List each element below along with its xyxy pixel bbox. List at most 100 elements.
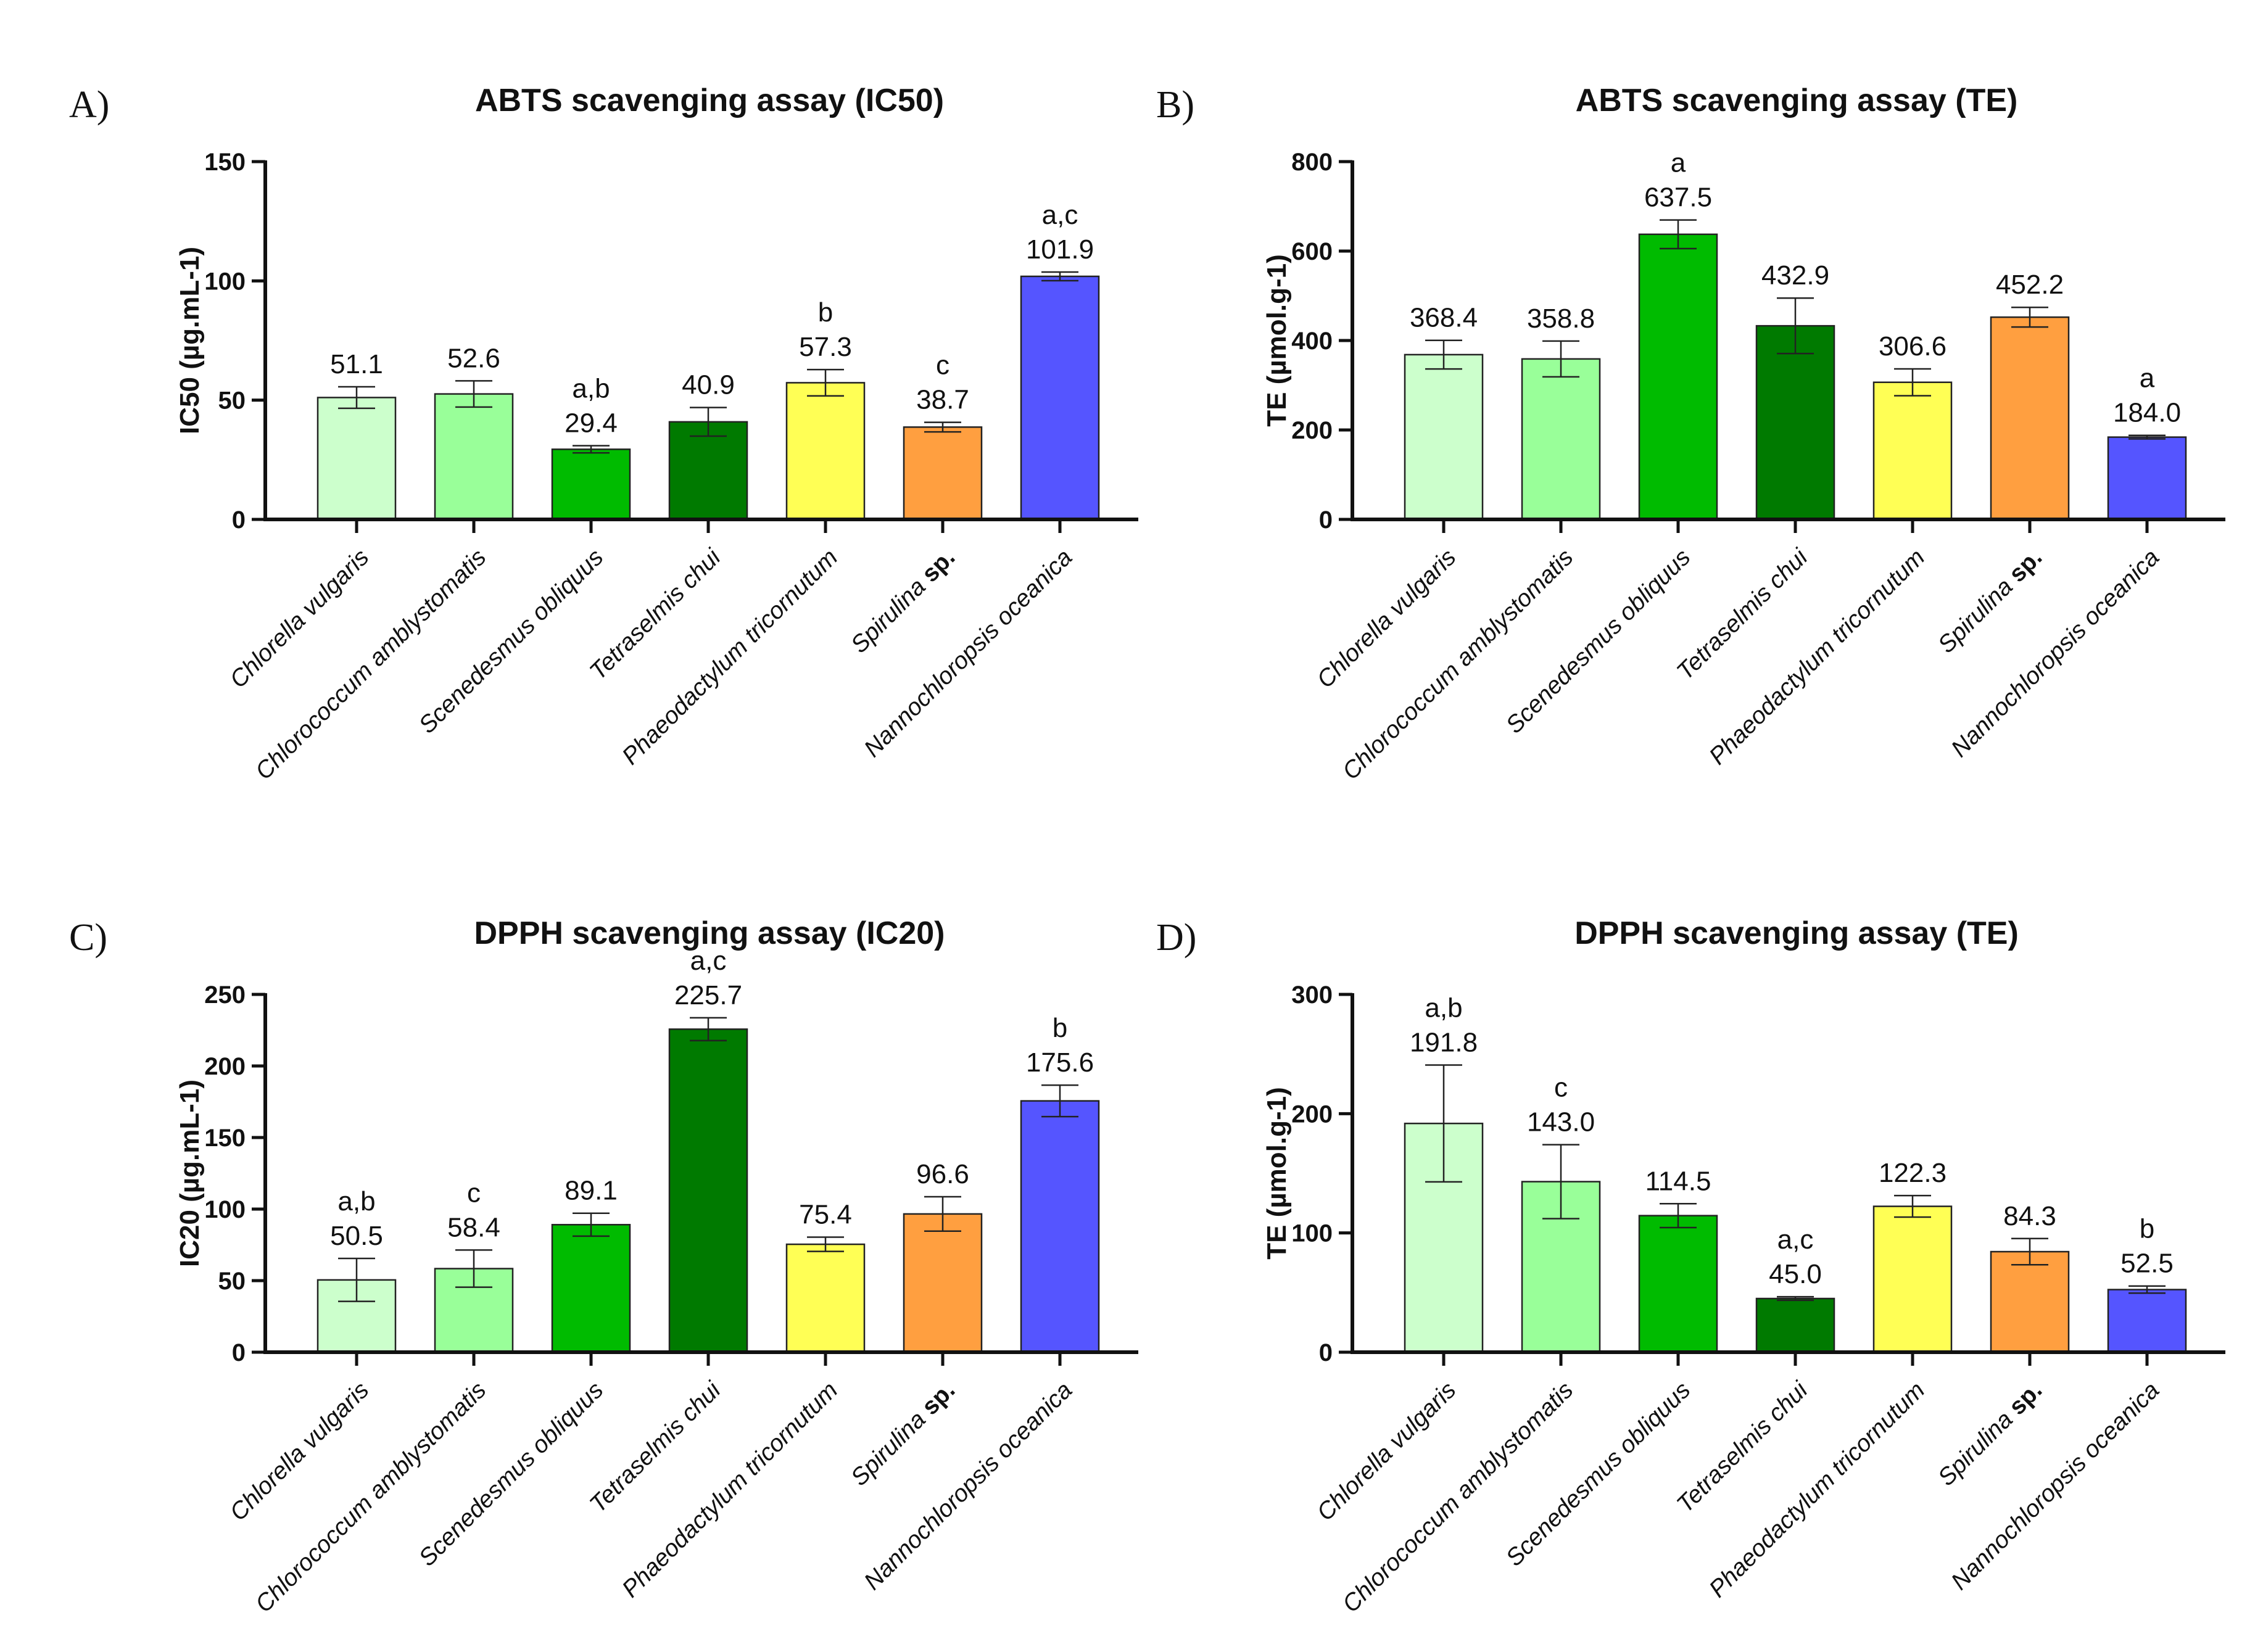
data-label: 96.6	[916, 1159, 969, 1189]
significance-label: a	[2140, 363, 2155, 394]
error-bar	[1777, 297, 1814, 355]
y-tick-label: 100	[204, 268, 246, 295]
x-tick-label: Nannochloropsis oceanica	[1946, 1377, 2164, 1595]
data-label: 40.9	[682, 370, 735, 400]
bar	[1755, 324, 1835, 521]
significance-label: b	[2140, 1214, 2154, 1244]
bar	[1404, 353, 1484, 521]
panel-3: C) DPPH scavenging assay (IC20) IC20 (µg.m…	[69, 915, 1138, 1618]
data-label: 637.5	[1644, 183, 1712, 213]
bar	[316, 397, 397, 521]
error-bar	[1425, 339, 1462, 370]
error-bar	[1041, 1084, 1078, 1118]
significance-label: a,c	[1042, 200, 1078, 230]
data-label: 114.5	[1645, 1166, 1711, 1196]
y-tick-label: 0	[232, 1339, 246, 1366]
x-tick-label: Chlorococcum amblystomatis	[1338, 1377, 1579, 1618]
data-label: 38.7	[916, 385, 969, 415]
bar	[903, 426, 983, 521]
data-label: 51.1	[330, 349, 383, 379]
y-tick-label: 250	[204, 981, 246, 1009]
y-axis-label: IC50 (µg.mL-1)	[175, 247, 205, 434]
x-tick-label: Chlorococcum amblystomatis	[250, 544, 492, 785]
data-label: 191.8	[1410, 1027, 1478, 1057]
x-tick-label: Nannochloropsis oceanica	[859, 544, 1077, 762]
x-tick-label: Nannochloropsis oceanica	[1946, 544, 2164, 762]
chart-title: ABTS scavenging assay (TE)	[1576, 83, 2018, 118]
error-bar	[1660, 1203, 1697, 1229]
data-label: 75.4	[799, 1199, 852, 1229]
bar	[551, 448, 631, 521]
y-tick-label: 100	[204, 1196, 246, 1223]
error-bar	[1660, 219, 1697, 250]
error-bar	[455, 380, 492, 408]
data-label: 368.4	[1410, 303, 1478, 333]
significance-label: a,c	[1777, 1225, 1814, 1255]
panel-2: B) ABTS scavenging assay (TE) TE (µmol.g-1…	[1156, 83, 2225, 785]
error-bar	[1894, 1194, 1931, 1218]
error-bar	[455, 1249, 492, 1288]
significance-label: c	[936, 350, 949, 381]
x-tick-label: Phaeodactylum tricornutum	[1704, 544, 1930, 770]
chart-title: DPPH scavenging assay (TE)	[1574, 915, 2019, 951]
data-label: 89.1	[565, 1176, 618, 1206]
y-tick-label: 150	[204, 1125, 246, 1152]
error-bar	[1425, 1064, 1462, 1183]
bar	[785, 382, 866, 521]
category-name: Nannochloropsis oceanica	[1946, 1377, 2164, 1595]
data-label: 29.4	[565, 408, 618, 439]
bar	[1872, 381, 1953, 521]
x-tick-label: Nannochloropsis oceanica	[859, 1377, 1077, 1595]
bar	[1020, 1100, 1100, 1353]
category-name: Chlorococcum amblystomatis	[1338, 1377, 1579, 1618]
y-axis-label: TE (µmol.g-1)	[1262, 1087, 1292, 1260]
significance-label: b	[1053, 1013, 1067, 1043]
significance-label: b	[818, 297, 833, 328]
y-tick-label: 150	[204, 149, 246, 176]
category-name: Chlorococcum amblystomatis	[250, 544, 492, 785]
bar	[1990, 1250, 2070, 1353]
y-tick-label: 400	[1291, 328, 1333, 355]
x-tick-label: Phaeodactylum tricornutum	[617, 1377, 843, 1603]
category-name: Phaeodactylum tricornutum	[1704, 1377, 1930, 1603]
error-bar	[338, 1257, 375, 1302]
x-tick-label: Spirulina sp.	[846, 1377, 960, 1491]
data-label: 57.3	[799, 332, 852, 362]
significance-label: a,b	[572, 374, 610, 404]
error-bar	[924, 421, 961, 433]
category-name: Nannochloropsis oceanica	[859, 1377, 1077, 1595]
bar	[1755, 1297, 1835, 1353]
y-tick-label: 0	[1319, 1339, 1333, 1366]
category-name: Phaeodactylum tricornutum	[617, 1377, 843, 1603]
data-label: 52.6	[447, 343, 500, 373]
data-label: 84.3	[2003, 1201, 2056, 1231]
y-axis-label: IC20 (µg.mL-1)	[175, 1080, 205, 1267]
bar	[434, 393, 514, 521]
x-tick-label: Spirulina sp.	[1933, 1377, 2047, 1491]
category-name: Spirulina	[1933, 573, 2018, 658]
panel-letter: A)	[69, 84, 109, 126]
error-bar	[807, 1236, 844, 1252]
data-label: 452.2	[1996, 270, 2064, 300]
data-label: 50.5	[330, 1221, 383, 1251]
y-tick-label: 200	[204, 1053, 246, 1080]
significance-label: c	[1554, 1073, 1568, 1103]
panel-1: A) ABTS scavenging assay (IC50) IC50 (µg.m…	[69, 83, 1138, 785]
data-label: 58.4	[447, 1212, 500, 1242]
y-tick-label: 0	[1319, 506, 1333, 534]
y-tick-label: 50	[218, 1268, 246, 1295]
bar	[903, 1213, 983, 1353]
bar	[1638, 233, 1718, 521]
category-name: Nannochloropsis oceanica	[1946, 544, 2164, 762]
y-tick-label: 800	[1291, 149, 1333, 176]
error-bar	[1041, 271, 1078, 282]
data-label: 184.0	[2113, 398, 2181, 428]
significance-label: a,b	[337, 1186, 375, 1216]
data-label: 52.5	[2120, 1249, 2174, 1279]
category-name: Spirulina	[1933, 1406, 2018, 1491]
y-axis-label: TE (µmol.g-1)	[1262, 254, 1292, 427]
error-bar	[2011, 1237, 2048, 1266]
panel-letter: C)	[69, 917, 107, 959]
x-tick-label: Spirulina sp.	[846, 544, 960, 658]
y-tick-label: 50	[218, 387, 246, 415]
